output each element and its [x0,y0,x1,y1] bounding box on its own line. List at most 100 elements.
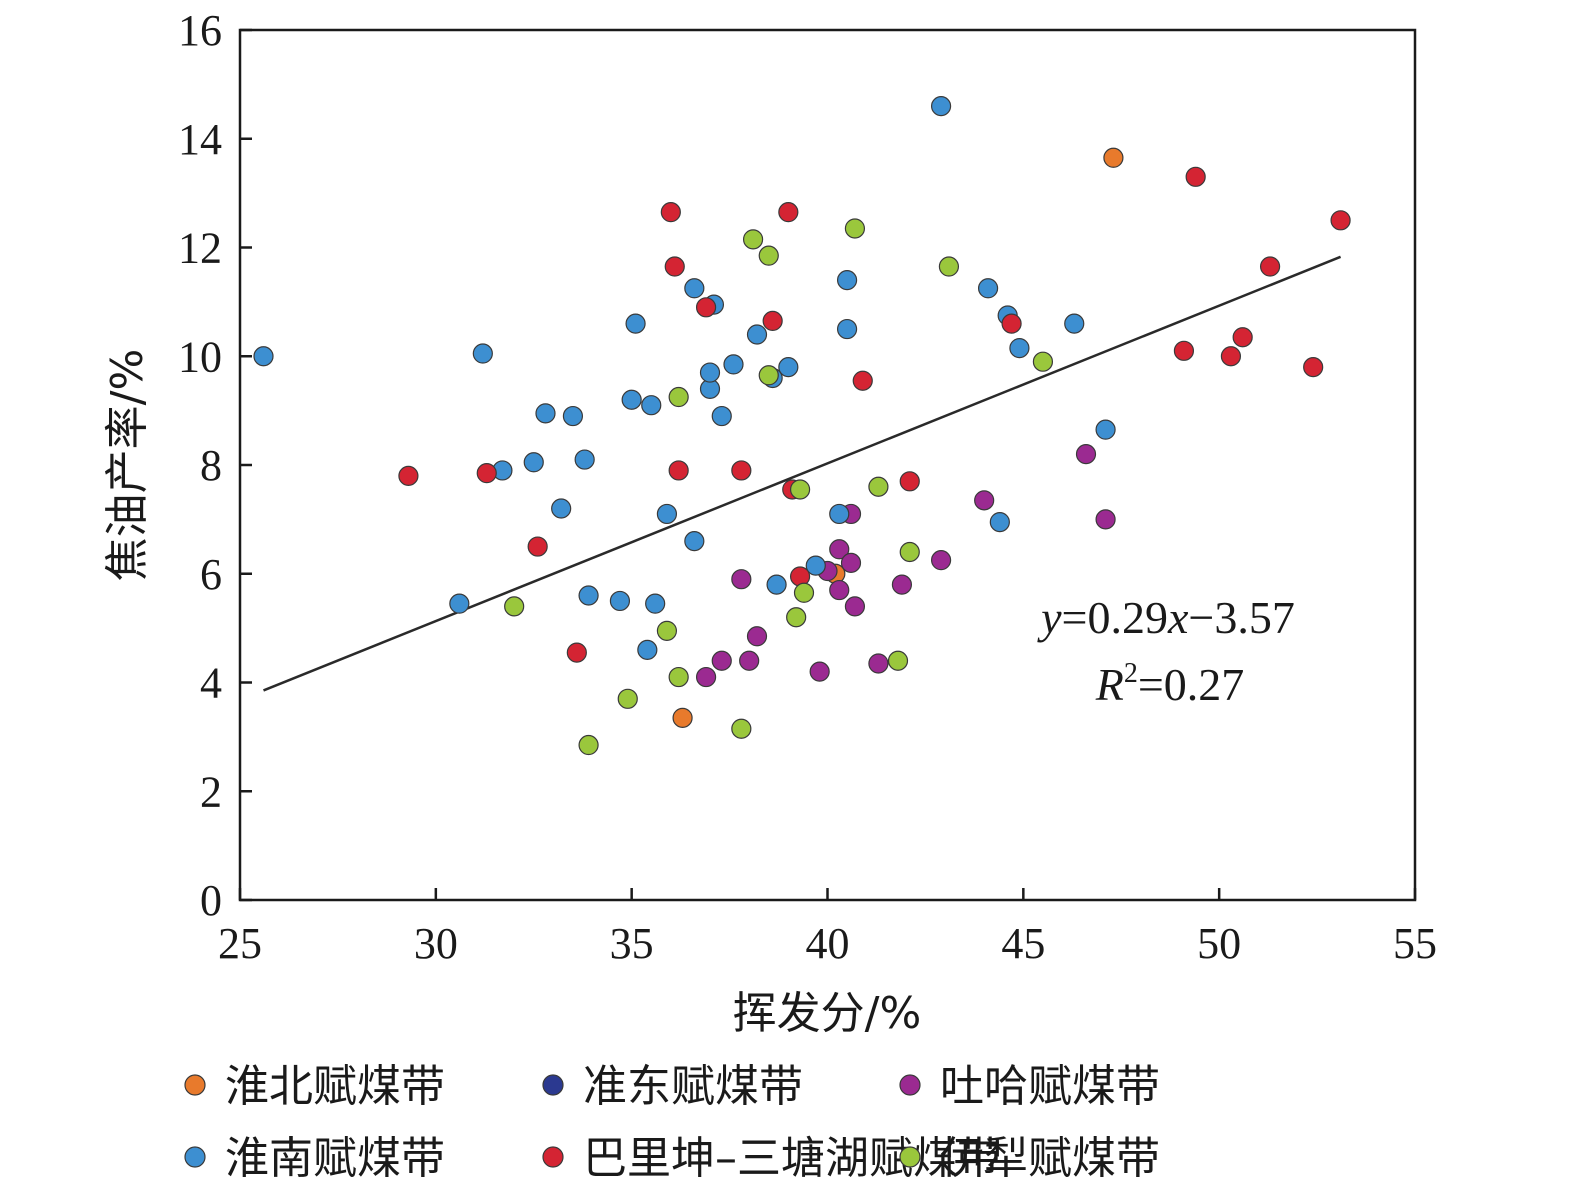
x-axis-label: 挥发分/% [733,988,922,1039]
data-point [711,650,732,671]
data-point [786,607,807,628]
legend-label: 准东赋煤带 [583,1061,803,1112]
data-point [829,503,850,525]
data-point [746,626,768,647]
x-tick-label: 25 [218,919,262,968]
data-point [656,620,678,641]
y-tick-label: 4 [200,659,222,708]
data-point [660,202,681,223]
data-point [617,688,638,709]
data-point [668,460,689,481]
legend-marker [899,1074,921,1096]
data-point [1220,346,1242,367]
data-point [504,596,525,617]
data-point [1001,313,1022,334]
fit-line [263,255,1342,692]
data-point [930,96,952,117]
data-point [566,642,587,663]
data-point [656,503,678,525]
legend-label: 吐哈赋煤带 [940,1061,1160,1112]
data-point [1173,340,1195,361]
data-points [253,96,1351,756]
data-point [844,596,866,617]
data-point [844,218,866,239]
data-point [731,718,752,739]
data-point [758,365,779,386]
data-point [523,452,544,473]
y-tick-label: 12 [178,224,222,273]
data-point [645,593,666,614]
fit-equation-x: x [1167,592,1189,643]
data-point [766,574,787,595]
data-point [1185,166,1206,187]
data-point [739,650,760,671]
data-point [778,202,799,223]
data-point [829,539,850,560]
y-tick-label: 10 [178,332,222,381]
fit-layer [263,255,1342,692]
data-point [789,479,811,500]
data-point [930,550,952,571]
fit-r2-tail: =0.27 [1138,659,1244,710]
data-point [527,536,548,557]
plot-frame [238,28,1417,902]
y-tick-label: 8 [200,441,222,490]
fit-r2-r: R [1095,659,1124,710]
data-point [762,310,783,332]
data-point [1259,256,1281,277]
data-point [778,357,799,378]
data-point [1232,327,1253,348]
legend-marker [184,1146,206,1168]
data-point [938,256,960,277]
legend-marker [899,1146,921,1168]
data-point [476,463,497,484]
data-point [868,476,889,497]
data-point [1103,147,1124,168]
data-point [746,324,768,345]
legend-label: 伊犁赋煤带 [940,1133,1160,1184]
data-point [672,707,693,728]
x-tick-label: 55 [1393,919,1437,968]
data-point [684,531,705,552]
data-point [253,346,274,367]
data-point [1095,419,1116,440]
legend-label: 淮北赋煤带 [225,1061,445,1112]
data-point [1095,509,1116,530]
x-tick-label: 50 [1197,919,1241,968]
x-tick-label: 45 [1001,919,1045,968]
y-tick-label: 16 [178,6,222,55]
x-tick-label: 35 [610,919,654,968]
fit-r2-sup: 2 [1124,658,1138,689]
data-point [562,405,584,427]
data-point [840,552,862,573]
data-point [535,403,556,424]
legend-marker [542,1074,564,1096]
data-point [1032,351,1054,372]
data-point [398,465,419,486]
data-point [887,650,909,671]
data-point [1303,357,1324,378]
data-point [1075,444,1097,465]
data-point [684,278,705,299]
y-tick-label: 2 [200,767,222,816]
data-point [637,639,658,660]
data-point [809,661,830,682]
data-point [609,590,631,612]
data-point [1330,210,1351,231]
data-point [852,370,873,391]
legend-label: 巴里坤–三塘湖赋煤带 [583,1133,1001,1184]
legend-marker [542,1146,564,1168]
y-tick-label: 14 [178,115,222,164]
data-point [793,582,815,603]
fit-equation-y: y [1037,592,1062,643]
data-point [723,354,744,375]
fit-equation: y=0.29x−3.57 [1037,592,1295,643]
data-point [899,541,920,563]
data-point [574,449,595,470]
data-point [731,569,752,590]
data-point [668,386,689,408]
data-point [899,471,920,492]
data-point [1009,337,1030,359]
